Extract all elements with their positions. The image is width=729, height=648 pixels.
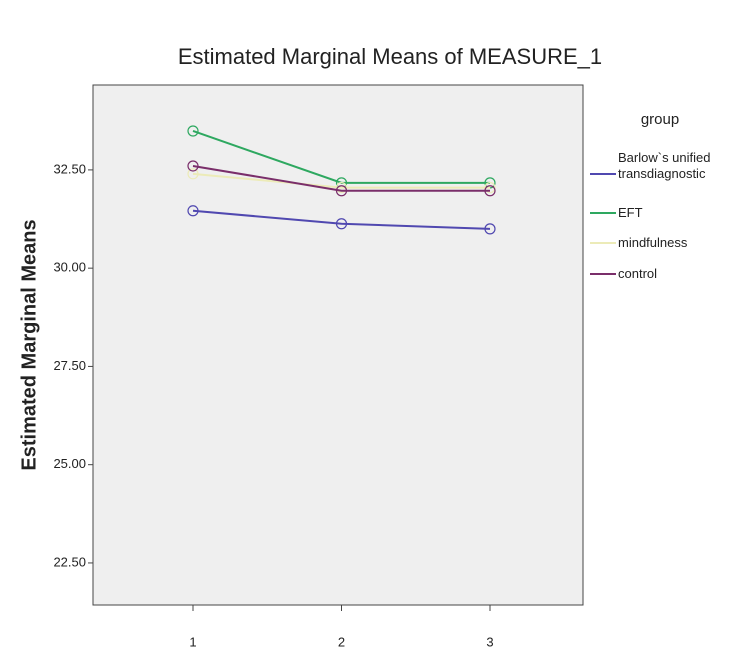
point xyxy=(484,223,496,235)
y-axis-title: Estimated Marginal Means xyxy=(18,219,40,470)
plot-area xyxy=(92,84,584,606)
legend-label: control xyxy=(618,266,658,281)
legend-label: mindfulness xyxy=(618,235,688,250)
legend-label: EFT xyxy=(618,205,643,220)
series-line xyxy=(192,172,490,189)
point xyxy=(335,181,348,194)
x-tick-label: 2 xyxy=(338,634,345,648)
point xyxy=(187,205,199,217)
point xyxy=(335,218,348,230)
point xyxy=(484,181,496,194)
y-tick-label: 25.00 xyxy=(53,456,86,471)
point xyxy=(187,125,199,137)
legend-label: Barlow`s unified transdiagnostic xyxy=(618,150,711,181)
point xyxy=(484,185,496,197)
x-tick-label: 1 xyxy=(189,634,196,648)
point xyxy=(187,168,199,180)
y-tick-label: 30.00 xyxy=(53,260,86,275)
x-tick-label: 3 xyxy=(486,634,493,648)
point xyxy=(187,160,199,172)
chart-title: Estimated Marginal Means of MEASURE_1 xyxy=(178,44,602,69)
series-line xyxy=(192,209,491,230)
y-tick-label: 27.50 xyxy=(53,358,86,373)
series-line xyxy=(192,164,490,192)
point xyxy=(335,185,348,197)
legend-title: group xyxy=(641,111,679,128)
y-tick-label: 22.50 xyxy=(53,554,86,569)
y-tick-label: 32.50 xyxy=(53,161,86,176)
